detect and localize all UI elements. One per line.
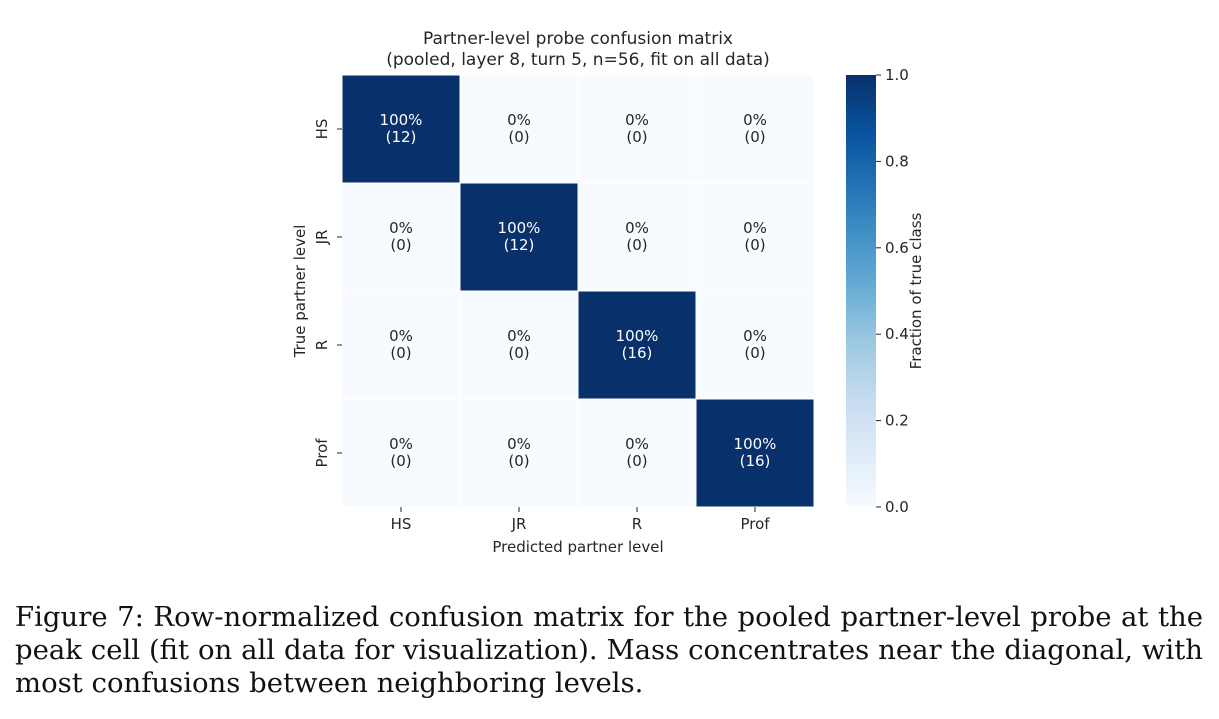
heatmap-cell: [341, 182, 461, 292]
heatmap-cell: [341, 74, 461, 184]
chart-title: Partner-level probe confusion matrix: [423, 29, 733, 49]
cell-percent-label: 0%: [389, 435, 413, 453]
heatmap-cell: [695, 398, 815, 508]
colorbar: [846, 75, 876, 507]
colorbar-tick-label: 0.6: [885, 239, 909, 257]
cell-percent-label: 0%: [625, 219, 649, 237]
y-axis-label: True partner level: [291, 225, 309, 359]
cell-percent-label: 0%: [507, 327, 531, 345]
colorbar-label: Fraction of true class: [907, 212, 925, 369]
figure-caption: Figure 7: Row-normalized confusion matri…: [15, 601, 1203, 699]
heatmap-cell: [695, 182, 815, 292]
cell-count-label: (16): [622, 344, 653, 362]
cell-percent-label: 100%: [380, 111, 423, 129]
heatmap-cells: [341, 74, 815, 508]
colorbar-tick-label: 0.0: [885, 498, 909, 516]
cell-count-label: (0): [626, 452, 647, 470]
cell-count-label: (16): [740, 452, 771, 470]
colorbar-tick-label: 0.4: [885, 325, 909, 343]
heatmap-cell: [459, 74, 579, 184]
heatmap-cell: [695, 74, 815, 184]
heatmap-cell: [459, 398, 579, 508]
heatmap-cell-labels: 100%(12)0%(0)0%(0)0%(0)0%(0)100%(12)0%(0…: [380, 111, 777, 470]
colorbar-tick-label: 0.2: [885, 412, 909, 430]
cell-percent-label: 0%: [625, 111, 649, 129]
x-axis-label: Predicted partner level: [492, 538, 663, 556]
confusion-matrix-figure: Partner-level probe confusion matrix (po…: [291, 29, 925, 556]
cell-percent-label: 100%: [498, 219, 541, 237]
y-tick-label: JR: [313, 230, 331, 246]
cell-count-label: (0): [390, 452, 411, 470]
cell-count-label: (0): [626, 236, 647, 254]
colorbar-tick-label: 0.8: [885, 152, 909, 170]
heatmap-cell: [577, 398, 697, 508]
cell-percent-label: 0%: [389, 219, 413, 237]
heatmap-cell: [341, 398, 461, 508]
cell-count-label: (12): [504, 236, 535, 254]
y-axis: HS JR R Prof: [313, 119, 342, 468]
colorbar-ticks: 0.0 0.2 0.4 0.6 0.8 1.0: [876, 66, 909, 516]
heatmap-cell: [695, 290, 815, 400]
x-axis: HS JR R Prof: [391, 507, 770, 533]
y-tick-label: R: [313, 340, 331, 350]
y-tick-label: Prof: [313, 438, 331, 468]
cell-percent-label: 0%: [743, 111, 767, 129]
chart-subtitle: (pooled, layer 8, turn 5, n=56, fit on a…: [386, 50, 770, 70]
cell-percent-label: 0%: [743, 219, 767, 237]
cell-count-label: (0): [390, 236, 411, 254]
cell-percent-label: 100%: [616, 327, 659, 345]
cell-percent-label: 0%: [507, 111, 531, 129]
cell-count-label: (0): [744, 128, 765, 146]
cell-percent-label: 0%: [507, 435, 531, 453]
colorbar-tick-label: 1.0: [885, 66, 909, 84]
cell-count-label: (0): [508, 128, 529, 146]
cell-percent-label: 0%: [625, 435, 649, 453]
cell-count-label: (0): [508, 452, 529, 470]
heatmap-cell: [459, 290, 579, 400]
cell-percent-label: 0%: [389, 327, 413, 345]
x-tick-label: HS: [391, 515, 412, 533]
cell-percent-label: 0%: [743, 327, 767, 345]
cell-count-label: (0): [626, 128, 647, 146]
x-tick-label: Prof: [740, 515, 770, 533]
y-tick-label: HS: [313, 119, 331, 140]
heatmap-cell: [459, 182, 579, 292]
cell-percent-label: 100%: [734, 435, 777, 453]
cell-count-label: (0): [744, 344, 765, 362]
x-tick-label: JR: [511, 515, 527, 533]
cell-count-label: (0): [744, 236, 765, 254]
cell-count-label: (12): [386, 128, 417, 146]
heatmap-cell: [577, 74, 697, 184]
x-tick-label: R: [632, 515, 642, 533]
cell-count-label: (0): [390, 344, 411, 362]
cell-count-label: (0): [508, 344, 529, 362]
